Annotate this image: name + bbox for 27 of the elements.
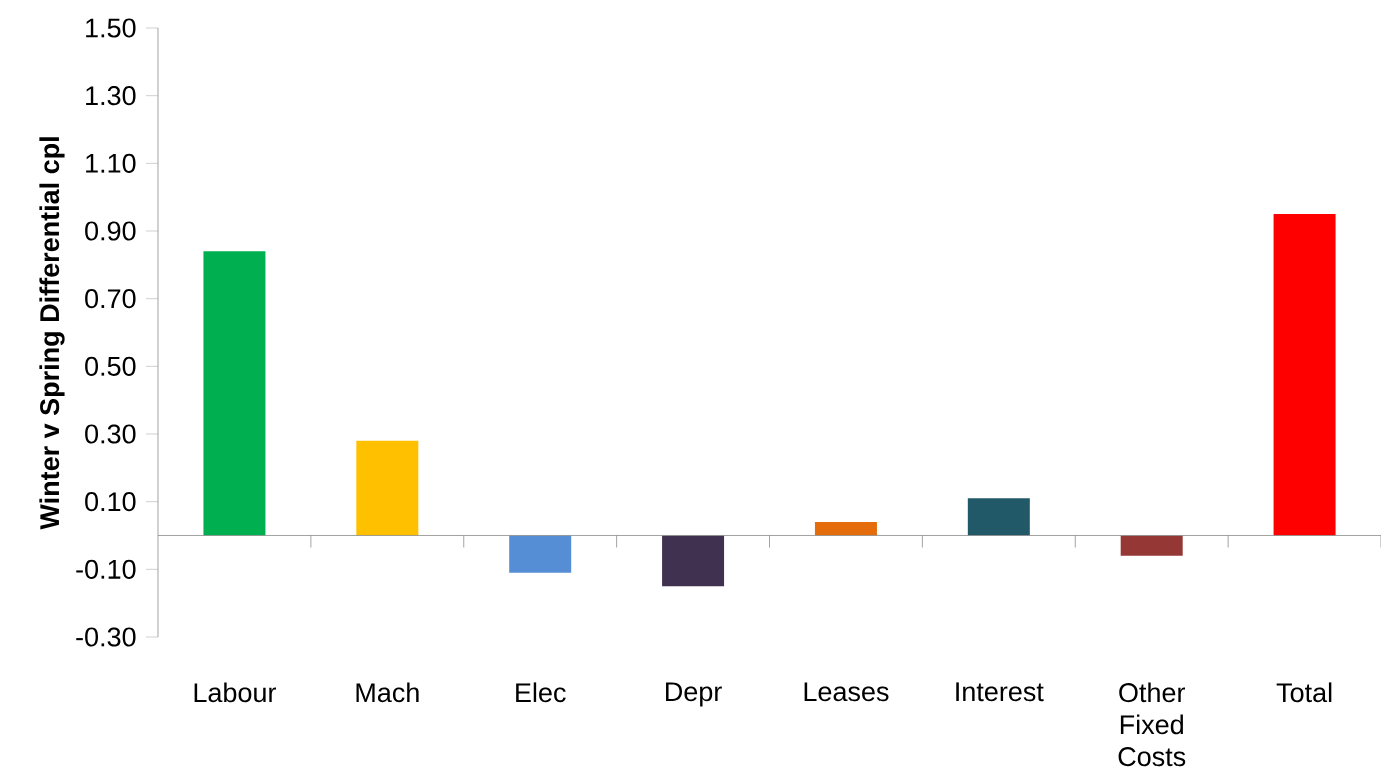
x-tick-label: Leases [804, 682, 889, 702]
y-tick-label: 0.30 [85, 424, 136, 444]
bar [356, 440, 419, 536]
y-tick-label: 0.10 [85, 492, 136, 512]
bar [967, 498, 1030, 536]
y-tick-label: 1.50 [86, 18, 136, 38]
x-tick-label: Interest [956, 682, 1044, 702]
x-tick-label: Other Fixed Costs [1118, 682, 1186, 767]
y-tick-label: 1.10 [86, 153, 136, 173]
y-tick-label: -0.30 [76, 627, 136, 647]
bar [1120, 535, 1183, 556]
bar [662, 535, 725, 587]
x-tick-label: Total [1276, 682, 1332, 703]
x-tick-label: Elec [516, 682, 566, 703]
x-tick-label: Mach [356, 682, 419, 703]
bar [203, 251, 266, 536]
y-tick-label: 1.30 [86, 86, 136, 106]
x-tick-label: Depr [666, 682, 722, 707]
y-axis-title: Winter v Spring Differential cpl [39, 137, 65, 530]
y-tick-label: -0.10 [76, 559, 136, 579]
bar [1273, 214, 1336, 536]
y-tick-label: 0.50 [85, 356, 136, 376]
x-tick-label: Labour [194, 682, 276, 703]
y-tick-label: 0.90 [85, 221, 136, 241]
bar [814, 521, 877, 536]
bar [509, 535, 572, 573]
y-tick-label: 0.70 [85, 289, 136, 309]
